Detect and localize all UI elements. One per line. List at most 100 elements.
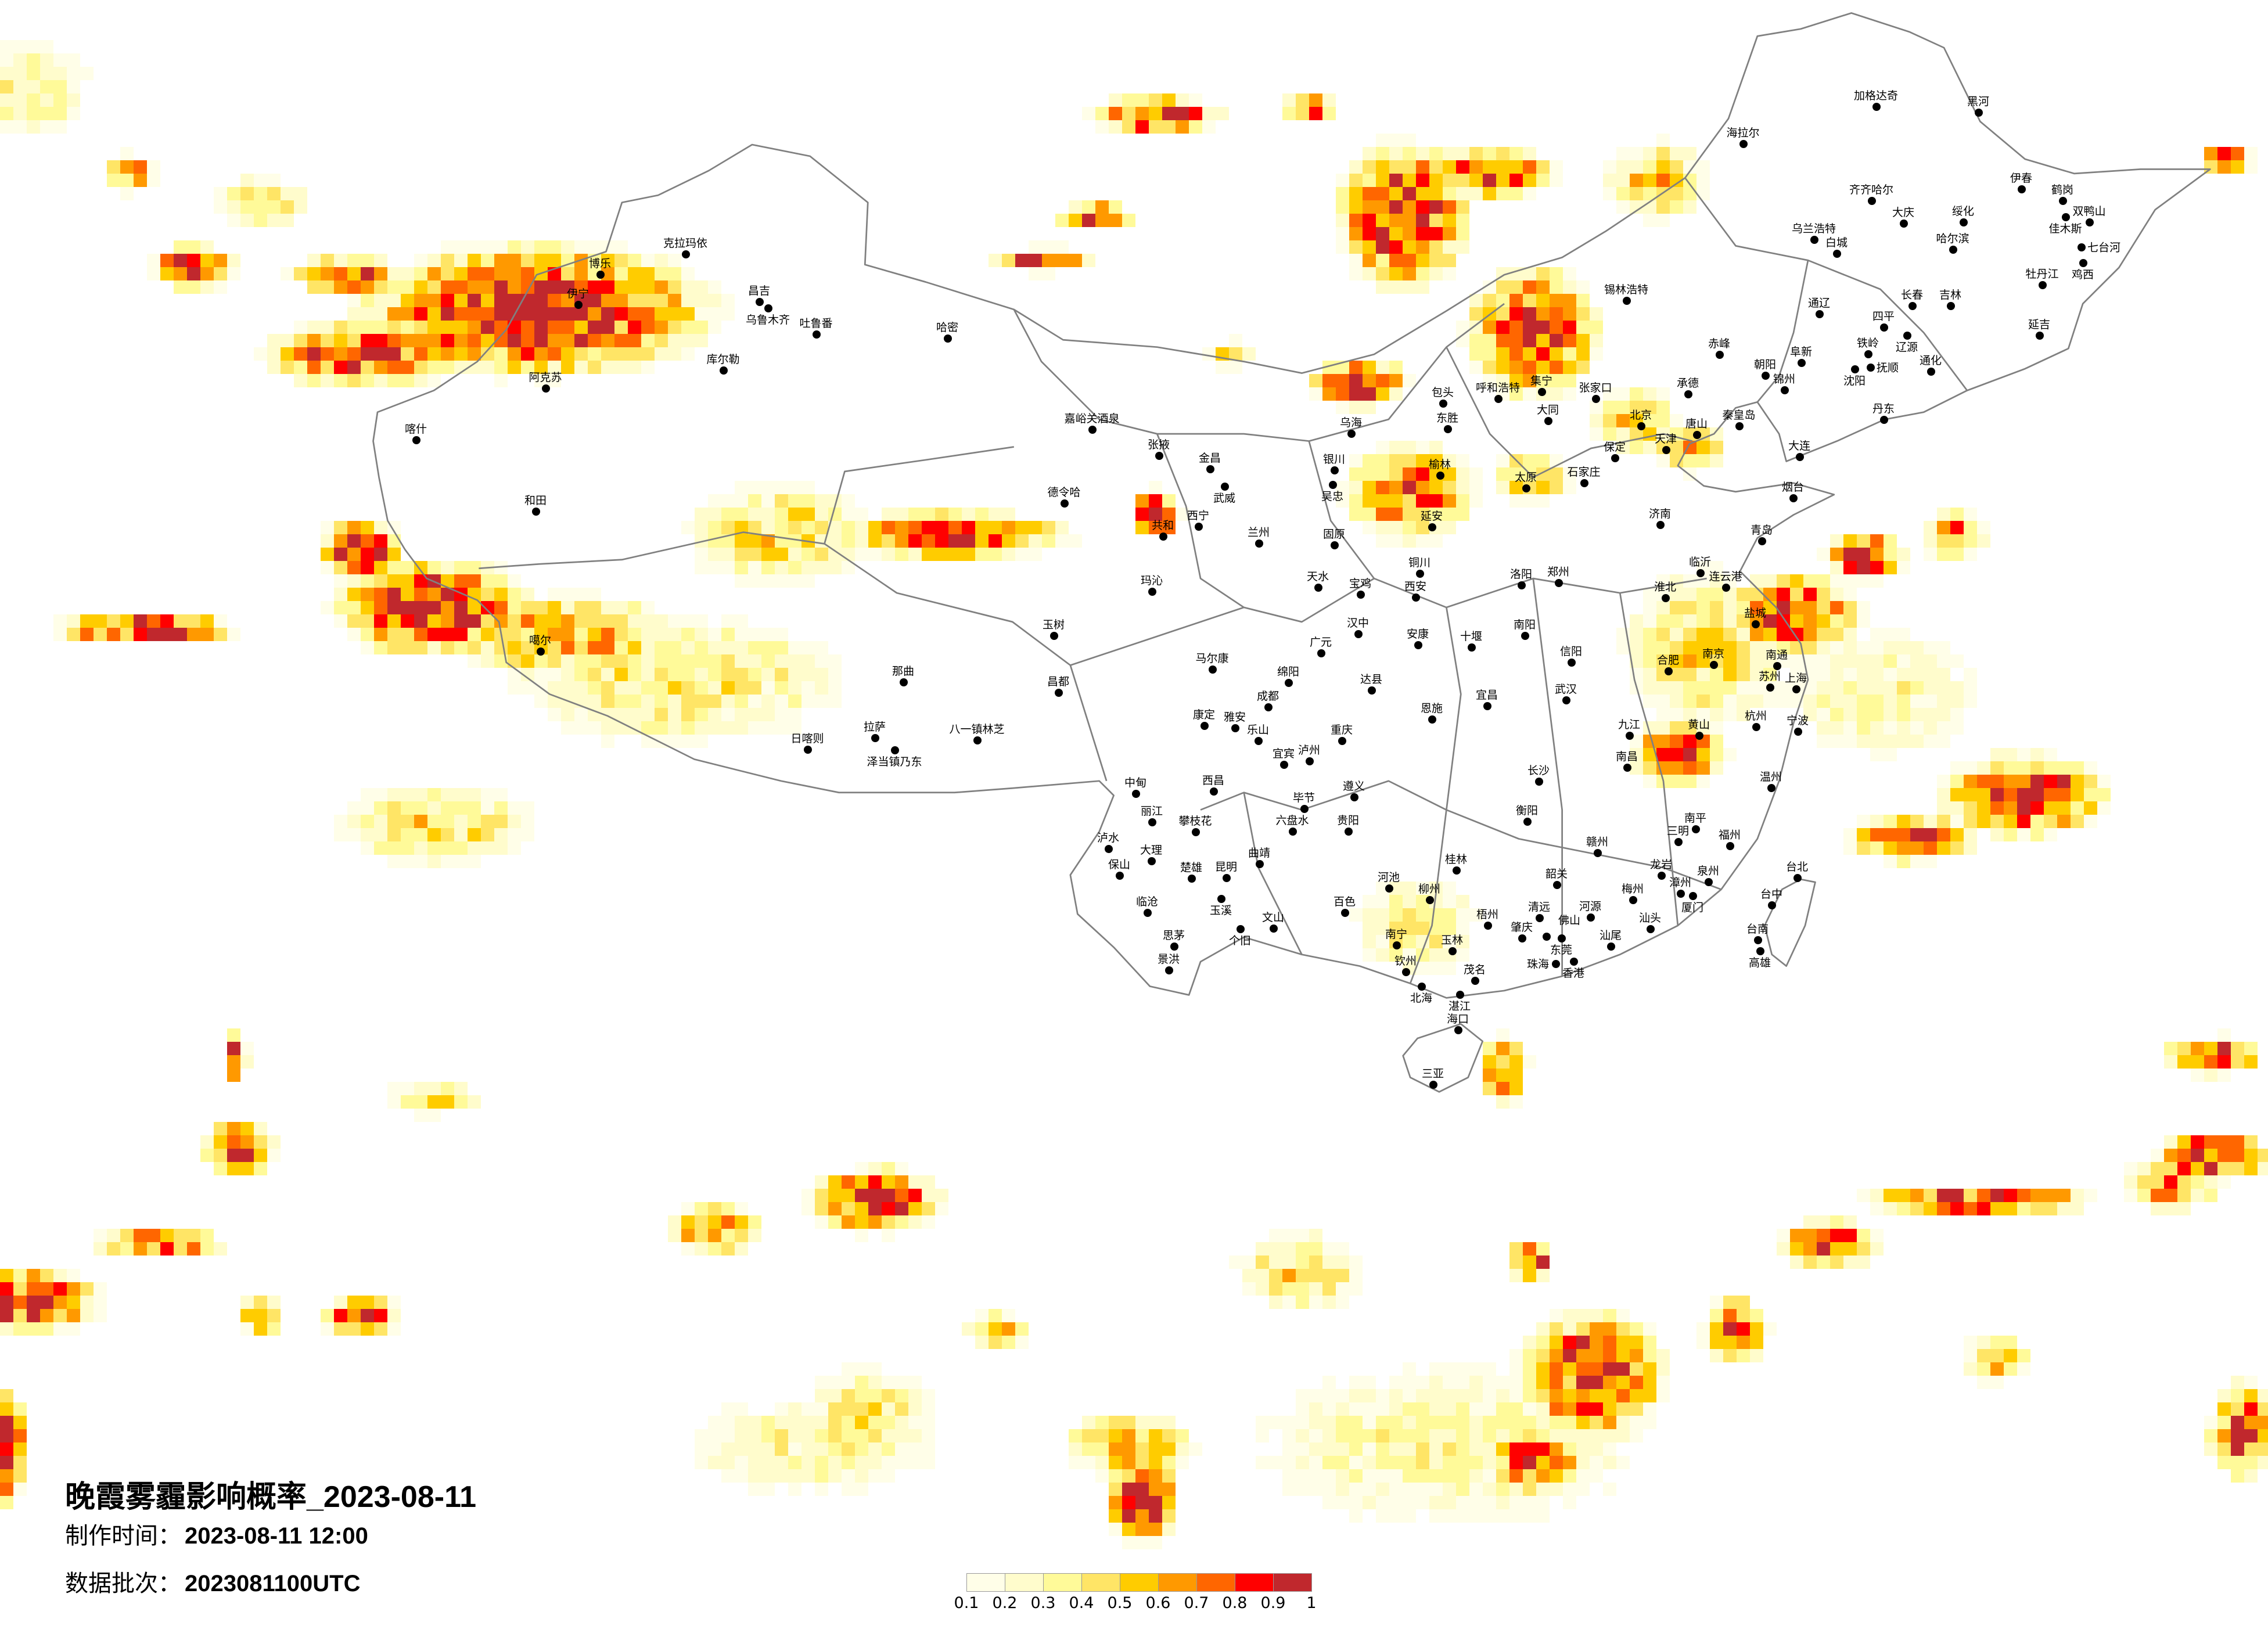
haze-cell bbox=[1563, 334, 1576, 347]
haze-cell bbox=[294, 361, 307, 374]
haze-cell bbox=[842, 1429, 855, 1442]
haze-cell bbox=[1616, 1322, 1630, 1336]
haze-cell bbox=[1509, 1429, 1523, 1442]
haze-cell bbox=[1002, 1322, 1015, 1336]
haze-cell bbox=[1109, 1469, 1122, 1483]
haze-cell bbox=[1109, 1442, 1122, 1456]
haze-cell bbox=[1523, 1336, 1536, 1349]
city-dot bbox=[1696, 569, 1705, 577]
city-dot bbox=[1414, 641, 1422, 649]
haze-cell bbox=[2017, 1202, 2030, 1215]
city-label: 海口 bbox=[1447, 1013, 1469, 1026]
haze-cell bbox=[1523, 1349, 1536, 1362]
haze-cell bbox=[721, 641, 735, 654]
city-marker: 龙岩 bbox=[1650, 858, 1672, 880]
haze-cell bbox=[1603, 1402, 1616, 1416]
haze-cell bbox=[1496, 454, 1509, 467]
haze-cell bbox=[721, 1215, 735, 1229]
haze-cell bbox=[361, 1296, 374, 1309]
city-marker: 洛阳 bbox=[1510, 568, 1532, 589]
haze-cell bbox=[788, 708, 801, 721]
haze-cell bbox=[1550, 1336, 1563, 1349]
haze-cell bbox=[788, 1483, 801, 1496]
haze-cell bbox=[1523, 494, 1536, 508]
haze-cell bbox=[1376, 160, 1389, 174]
haze-cell bbox=[761, 668, 775, 681]
haze-cell bbox=[601, 334, 614, 347]
city-dot bbox=[1426, 896, 1434, 904]
haze-cell bbox=[281, 347, 294, 361]
haze-cell bbox=[655, 668, 668, 681]
haze-cell bbox=[1843, 828, 1857, 841]
city-dot bbox=[1402, 968, 1410, 976]
city-dot bbox=[2018, 185, 2026, 193]
haze-cell bbox=[574, 347, 588, 361]
haze-cell bbox=[2204, 1135, 2217, 1149]
haze-cell bbox=[1723, 708, 1737, 721]
haze-cell bbox=[1950, 508, 1964, 521]
haze-cell bbox=[1897, 721, 1910, 735]
haze-cell bbox=[1509, 280, 1523, 294]
haze-cell bbox=[13, 80, 27, 93]
haze-cell bbox=[107, 1242, 120, 1256]
haze-cell bbox=[1109, 1483, 1122, 1496]
haze-cell bbox=[708, 1416, 721, 1429]
haze-cell bbox=[2124, 1162, 2137, 1175]
city-label: 中甸 bbox=[1124, 776, 1146, 789]
haze-cell bbox=[1376, 1389, 1389, 1402]
haze-cell bbox=[735, 494, 748, 508]
haze-cell bbox=[1843, 1256, 1857, 1269]
city-marker: 黑河 bbox=[1967, 95, 1989, 117]
city-marker: 大连 bbox=[1788, 440, 1810, 461]
haze-cell bbox=[441, 855, 454, 868]
haze-cell bbox=[681, 334, 695, 347]
haze-cell bbox=[668, 628, 681, 641]
haze-cell bbox=[481, 828, 494, 841]
haze-cell bbox=[1282, 1416, 1296, 1429]
haze-cell bbox=[775, 521, 788, 534]
haze-cell bbox=[1456, 240, 1469, 254]
haze-cell bbox=[1777, 628, 1790, 641]
haze-cell bbox=[1509, 1095, 1523, 1109]
haze-cell bbox=[1536, 1376, 1550, 1389]
haze-cell bbox=[1496, 1082, 1509, 1095]
city-marker: 南宁 bbox=[1385, 928, 1407, 949]
haze-cell bbox=[1857, 695, 1870, 708]
city-marker: 丹东 bbox=[1872, 402, 1895, 424]
haze-cell bbox=[1576, 307, 1590, 321]
haze-cell bbox=[1884, 695, 1897, 708]
haze-cell bbox=[601, 668, 614, 681]
city-label: 三明 bbox=[1667, 825, 1689, 837]
haze-cell bbox=[521, 828, 534, 841]
haze-cell bbox=[414, 601, 427, 614]
haze-cell bbox=[1309, 1469, 1322, 1483]
haze-cell bbox=[1817, 721, 1830, 735]
haze-cell bbox=[1830, 574, 1843, 588]
city-label: 长沙 bbox=[1527, 764, 1550, 777]
city-dot bbox=[1088, 426, 1097, 434]
haze-cell bbox=[801, 1402, 815, 1416]
haze-cell bbox=[588, 588, 601, 601]
city-label: 伊春 bbox=[2010, 172, 2032, 185]
haze-cell bbox=[1509, 1456, 1523, 1469]
haze-cell bbox=[227, 254, 240, 267]
haze-cell bbox=[334, 614, 347, 628]
haze-cell bbox=[200, 1229, 214, 1242]
haze-cell bbox=[1389, 895, 1403, 908]
hainan-border bbox=[1402, 1023, 1484, 1093]
haze-cell bbox=[1483, 1496, 1496, 1509]
haze-cell bbox=[414, 267, 427, 280]
haze-cell bbox=[601, 735, 614, 748]
haze-cell bbox=[561, 708, 574, 721]
haze-cell bbox=[374, 588, 387, 601]
haze-cell bbox=[427, 321, 441, 334]
haze-cell bbox=[1496, 481, 1509, 494]
haze-cell bbox=[1443, 895, 1456, 908]
haze-cell bbox=[788, 521, 801, 534]
haze-cell bbox=[1496, 307, 1509, 321]
haze-cell bbox=[855, 1442, 868, 1456]
haze-cell bbox=[1616, 1309, 1630, 1322]
haze-cell bbox=[1897, 828, 1910, 841]
haze-cell bbox=[1857, 601, 1870, 614]
haze-cell bbox=[1790, 1242, 1803, 1256]
